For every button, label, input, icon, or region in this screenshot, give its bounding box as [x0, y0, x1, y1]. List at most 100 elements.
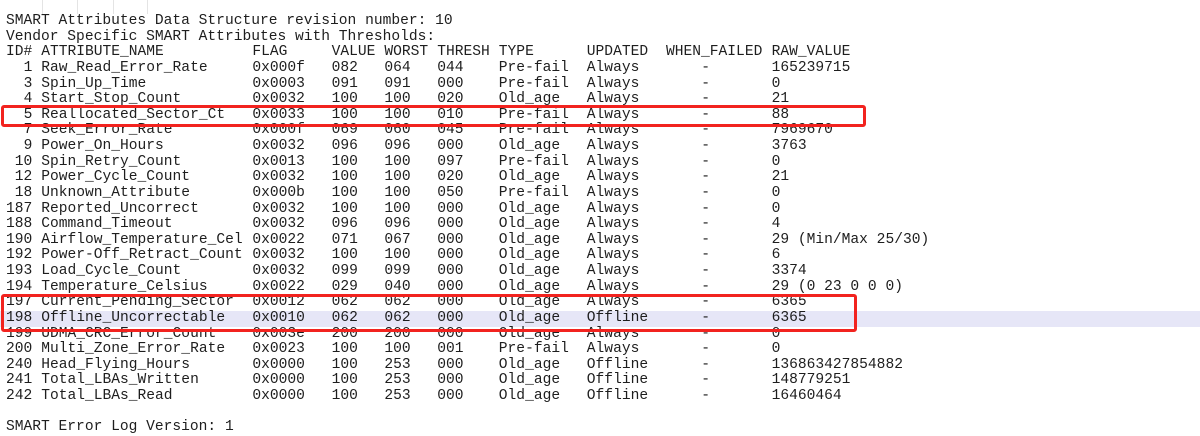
cell-flag: 0x000b: [252, 184, 305, 201]
cell-name: Offline_Uncorrectable: [41, 309, 226, 326]
cell-raw: 3374: [771, 263, 807, 279]
cell-id: 200: [6, 341, 33, 358]
cell-name: Command_Timeout: [41, 216, 173, 233]
cell-worst: 100: [384, 153, 411, 170]
cell-flag: 0x0032: [252, 91, 305, 108]
cell-worst: 062: [384, 294, 411, 311]
cell-raw: 6: [771, 247, 781, 264]
cell-name: Spin_Up_Time: [41, 75, 147, 92]
table-row: 193 Load_Cycle_Count 0x0032 099 099 000 Old_ag…: [6, 263, 1200, 280]
cell-name: Current_Pending_Sector: [41, 294, 234, 311]
cell-when-failed: -: [701, 106, 710, 123]
cell-id: 3: [23, 75, 33, 92]
cell-raw: 21: [771, 91, 790, 108]
cell-value: 100: [331, 91, 358, 108]
column-divider: [113, 0, 114, 14]
cell-id: 240: [6, 356, 33, 373]
cell-worst: 100: [384, 247, 411, 264]
cell-worst: 100: [384, 184, 411, 201]
cell-thresh: 000: [437, 372, 464, 389]
table-row: 188 Command_Timeout 0x0032 096 096 000 Old_age…: [6, 216, 1200, 233]
cell-flag: 0x0032: [252, 263, 305, 279]
cell-raw: 29 (Min/Max 25/30): [771, 231, 930, 248]
cell-name: Unknown_Attribute: [41, 184, 191, 201]
cell-name: Power_On_Hours: [41, 138, 164, 154]
cell-worst: 253: [384, 372, 411, 389]
cell-flag: 0x0000: [252, 388, 305, 404]
cell-type: Old_age: [498, 200, 561, 217]
cell-thresh: 010: [437, 106, 464, 123]
cell-worst: 100: [384, 91, 411, 108]
cell-when-failed: -: [701, 247, 710, 264]
cell-worst: 040: [384, 278, 411, 295]
cell-when-failed: -: [701, 169, 710, 186]
cell-thresh: 020: [437, 169, 464, 186]
table-row: 192 Power-Off_Retract_Count 0x0032 100 100 00…: [6, 248, 1200, 264]
cell-id: 190: [6, 231, 33, 248]
cell-value: 062: [331, 294, 358, 311]
cell-worst: 100: [384, 200, 411, 217]
cell-type: Old_age: [498, 278, 561, 295]
cell-name: Head_Flying_Hours: [41, 356, 191, 373]
cell-type: Pre-fail: [498, 59, 569, 76]
cell-updated: Always: [586, 75, 640, 92]
cell-updated: Always: [586, 138, 640, 154]
cell-updated: Always: [586, 263, 640, 279]
table-row: 240 Head_Flying_Hours 0x0000 100 253 000 Old_a…: [6, 356, 1200, 374]
cell-thresh: 000: [437, 138, 464, 154]
cell-raw: 4: [771, 216, 781, 233]
cell-type: Old_age: [498, 91, 561, 108]
cell-updated: Always: [586, 200, 640, 217]
cell-raw: 136863427854882: [771, 356, 903, 373]
cell-name: Raw_Read_Error_Rate: [41, 59, 208, 76]
cell-raw: 0: [771, 325, 781, 342]
cell-worst: 067: [384, 231, 411, 248]
cell-thresh: 000: [437, 200, 464, 217]
cell-raw: 148779251: [771, 372, 851, 389]
cell-updated: Always: [586, 216, 640, 233]
cell-thresh: 000: [437, 278, 464, 295]
cell-when-failed: -: [701, 184, 710, 201]
cell-type: Old_age: [498, 372, 561, 389]
cell-name: Total_LBAs_Written: [41, 372, 199, 389]
column-header-type: TYPE: [498, 44, 534, 61]
cell-value: 099: [331, 263, 358, 279]
cell-name: Temperature_Celsius: [41, 278, 208, 295]
cell-value: 082: [331, 59, 358, 76]
cell-updated: Always: [586, 294, 640, 311]
cell-raw: 165239715: [771, 59, 851, 76]
column-header-flag: FLAG: [252, 44, 288, 61]
cell-updated: Always: [586, 184, 640, 201]
column-header: ID# ATTRIBUTE_NAME FLAG VALUE WORST THRESH TYP…: [6, 45, 1200, 61]
table-row: 241 Total_LBAs_Written 0x0000 100 253 000 Old_…: [6, 373, 1200, 389]
cell-type: Pre-fail: [498, 106, 569, 123]
cell-flag: 0x0032: [252, 247, 305, 264]
table-row: 18 Unknown_Attribute 0x000b 100 100 050 Pre-fa…: [6, 184, 1200, 202]
cell-id: 188: [6, 216, 33, 233]
cell-thresh: 000: [437, 75, 464, 92]
column-header-raw: RAW_VALUE: [771, 44, 851, 61]
cell-name: Airflow_Temperature_Cel: [41, 231, 243, 248]
column-divider: [147, 0, 148, 14]
table-row: 5 Reallocated_Sector_Ct 0x0033 100 100 010 Pre…: [6, 106, 1200, 124]
cell-id: 18: [14, 184, 33, 201]
cell-type: Old_age: [498, 247, 561, 264]
cell-when-failed: -: [701, 372, 710, 389]
cell-flag: 0x0032: [252, 138, 305, 154]
selected-row-highlight: [0, 311, 1200, 327]
cell-value: 100: [331, 356, 358, 373]
column-header-value: VALUE: [331, 44, 376, 61]
table-row: 12 Power_Cycle_Count 0x0032 100 100 020 Old_ag…: [6, 170, 1200, 186]
cell-when-failed: -: [701, 122, 710, 139]
cell-when-failed: -: [701, 356, 710, 373]
cell-name: Total_LBAs_Read: [41, 388, 173, 404]
cell-thresh: 000: [437, 247, 464, 264]
table-row: 242 Total_LBAs_Read 0x0000 100 253 000 Old_age…: [6, 388, 1200, 405]
cell-when-failed: -: [701, 325, 710, 342]
cell-updated: Always: [586, 247, 640, 264]
cell-value: 029: [331, 278, 358, 295]
cell-flag: 0x0032: [252, 169, 305, 186]
table-row: 10 Spin_Retry_Count 0x0013 100 100 097 Pre-fai…: [6, 153, 1200, 171]
cell-type: Pre-fail: [498, 341, 569, 358]
annotation-box-pending-offline: [1, 294, 857, 332]
